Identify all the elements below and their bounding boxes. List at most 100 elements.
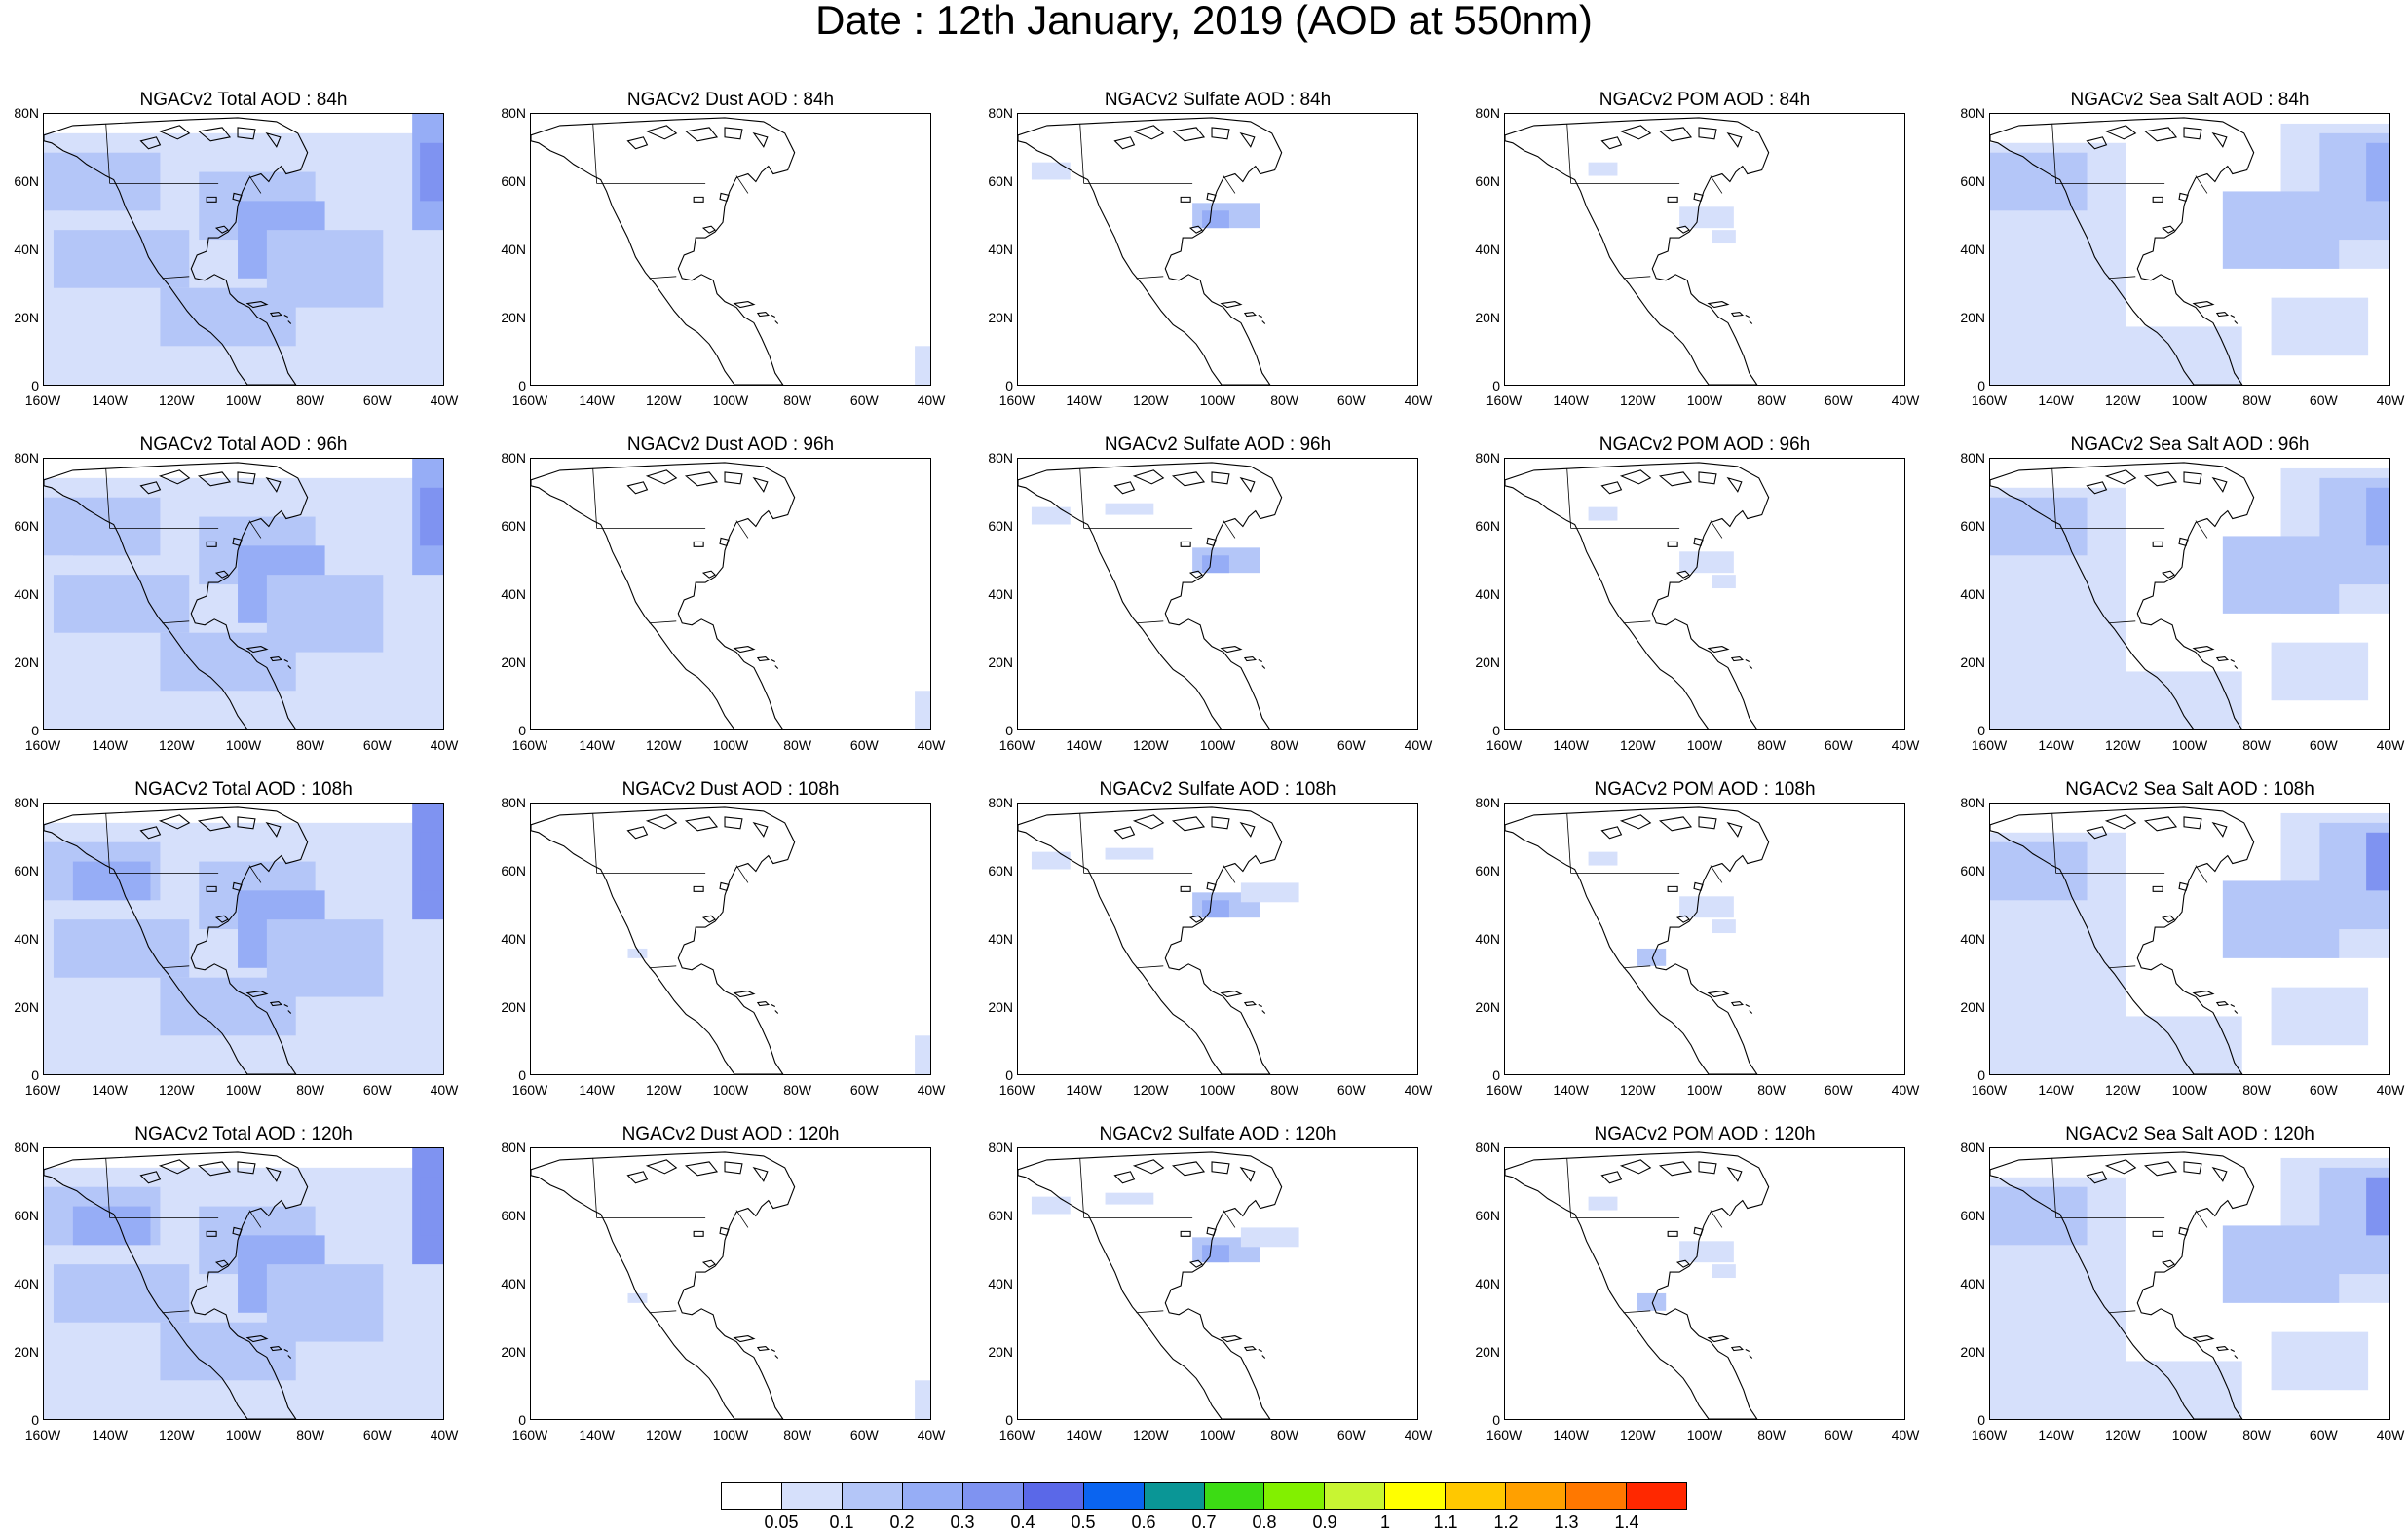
legend-color-swatch (781, 1483, 843, 1509)
panel-title: NGACv2 POM AOD : 108h (1594, 779, 1816, 800)
longitude-tick-label: 40W (917, 1427, 946, 1442)
map-panel-seasalt-84: NGACv2 Sea Salt AOD : 84h 80N 60N 40N 20N 0 16… (1946, 90, 2408, 435)
latitude-tick-label: 60N (501, 518, 526, 534)
longitude-tick-label: 140W (579, 1427, 615, 1442)
map-panel-dust-96: NGACv2 Dust AOD : 96h 80N 60N 40N 20N 0 160W 14… (487, 434, 974, 780)
longitude-tick-label: 120W (159, 393, 195, 408)
coastline (1990, 1151, 2255, 1419)
aod-shaded-region (420, 487, 443, 546)
aod-field-map (1505, 117, 1770, 385)
longitude-tick-label: 80W (1270, 737, 1299, 753)
longitude-tick-label: 40W (917, 737, 946, 753)
longitude-tick-label: 40W (1404, 393, 1433, 408)
legend-color-swatch (1446, 1483, 1507, 1509)
longitude-tick-label: 140W (92, 1427, 128, 1442)
islands (1113, 469, 1266, 669)
latitude-tick-label: 40N (14, 242, 39, 257)
longitude-tick-label: 100W (1686, 1427, 1723, 1442)
aod-field-map (1018, 117, 1283, 385)
coastline (531, 1151, 796, 1419)
longitude-tick-label: 60W (362, 1427, 392, 1442)
longitude-tick-label: 120W (1620, 737, 1656, 753)
latitude-tick-label: 0 (1492, 378, 1500, 393)
map-plot-area (530, 803, 931, 1075)
longitude-tick-label: 120W (646, 1082, 682, 1098)
longitude-tick-label: 100W (225, 1082, 262, 1098)
longitude-tick-label: 80W (296, 393, 325, 408)
islands (139, 1159, 292, 1359)
legend-color-swatch (842, 1483, 903, 1509)
legend-tick-label: 1.4 (1614, 1513, 1639, 1532)
aod-field-map (44, 114, 443, 385)
aod-field-map (531, 1151, 930, 1419)
legend-tick-label: 0.3 (950, 1513, 975, 1532)
longitude-tick-label: 120W (1620, 1082, 1656, 1098)
latitude-tick-label: 80N (1960, 105, 1985, 121)
country-borders (1079, 812, 1236, 969)
longitude-tick-label: 80W (783, 1082, 812, 1098)
longitude-tick-label: 160W (24, 393, 61, 408)
aod-field-map (1990, 117, 2389, 385)
longitude-tick-label: 140W (1553, 737, 1589, 753)
latitude-tick-label: 60N (1475, 173, 1500, 189)
longitude-tick-label: 80W (783, 737, 812, 753)
longitude-tick-label: 160W (24, 737, 61, 753)
latitude-tick-label: 60N (1475, 1208, 1500, 1223)
aod-shaded-region (1202, 900, 1229, 918)
aod-shaded-region (1990, 1361, 2242, 1419)
legend-color-swatch (1083, 1483, 1145, 1509)
longitude-tick-label: 100W (712, 737, 749, 753)
longitude-tick-label: 160W (511, 393, 548, 408)
islands (2086, 1159, 2239, 1359)
aod-shaded-region (1712, 230, 1736, 244)
map-panel-dust-108: NGACv2 Dust AOD : 108h 80N 60N 40N 20N 0 160W 1… (487, 779, 974, 1125)
aod-shaded-region (915, 346, 930, 385)
great-lakes (693, 1226, 730, 1268)
longitude-tick-label: 80W (1757, 737, 1787, 753)
aod-shaded-region (2222, 1225, 2340, 1303)
aod-shaded-region (1990, 841, 2088, 901)
longitude-tick-label: 120W (1620, 393, 1656, 408)
map-panel-total-120: NGACv2 Total AOD : 120h 80N 60N 40N 20N 0 160W… (0, 1124, 487, 1470)
longitude-tick-label: 160W (998, 1427, 1035, 1442)
islands (1113, 814, 1266, 1014)
latitude-tick-label: 20N (501, 654, 526, 670)
color-legend-labels: 0.05 0.1 0.2 0.3 0.4 0.5 0.6 0.7 0.8 0.9 1 1.1 1.2 1.… (721, 1514, 1687, 1533)
country-borders (1566, 123, 1723, 280)
latitude-tick-label: 20N (501, 999, 526, 1015)
map-panel-sulfate-96: NGACv2 Sulfate AOD : 96h 80N 60N 40N 20N 0 160… (974, 434, 1461, 780)
longitude-tick-label: 160W (1486, 737, 1523, 753)
latitude-tick-label: 20N (14, 654, 39, 670)
latitude-tick-label: 60N (1475, 863, 1500, 879)
latitude-tick-label: 60N (1475, 518, 1500, 534)
latitude-tick-label: 80N (1475, 795, 1500, 810)
latitude-tick-label: 80N (988, 105, 1013, 121)
legend-color-swatch (1506, 1483, 1567, 1509)
panel-title: NGACv2 Dust AOD : 96h (626, 434, 835, 455)
aod-shaded-region (72, 171, 151, 211)
latitude-tick-label: 60N (14, 173, 39, 189)
country-borders (592, 1157, 749, 1314)
legend-color-swatch (962, 1483, 1024, 1509)
aod-shaded-region (1990, 326, 2242, 385)
legend-tick-label: 0.8 (1252, 1513, 1277, 1532)
latitude-tick-label: 20N (1475, 999, 1500, 1015)
map-panel-total-96: NGACv2 Total AOD : 96h 80N 60N 40N 20N 0 160W 1… (0, 434, 487, 780)
legend-tick-label: 0.4 (1010, 1513, 1035, 1532)
latitude-tick-label: 60N (988, 173, 1013, 189)
latitude-tick-label: 20N (14, 1344, 39, 1360)
longitude-tick-label: 80W (296, 737, 325, 753)
longitude-tick-label: 100W (225, 393, 262, 408)
map-plot-area (530, 1147, 931, 1420)
aod-shaded-region (1588, 162, 1618, 176)
latitude-tick-label: 20N (501, 1344, 526, 1360)
islands (139, 125, 292, 324)
longitude-tick-label: 80W (296, 1427, 325, 1442)
aod-shaded-region (1202, 555, 1229, 574)
map-plot-area (1989, 803, 2390, 1075)
aod-shaded-region (2271, 642, 2369, 701)
aod-shaded-region (2271, 1331, 2369, 1391)
longitude-tick-label: 80W (1270, 393, 1299, 408)
country-borders (2051, 1157, 2208, 1314)
aod-shaded-region (627, 1292, 648, 1303)
